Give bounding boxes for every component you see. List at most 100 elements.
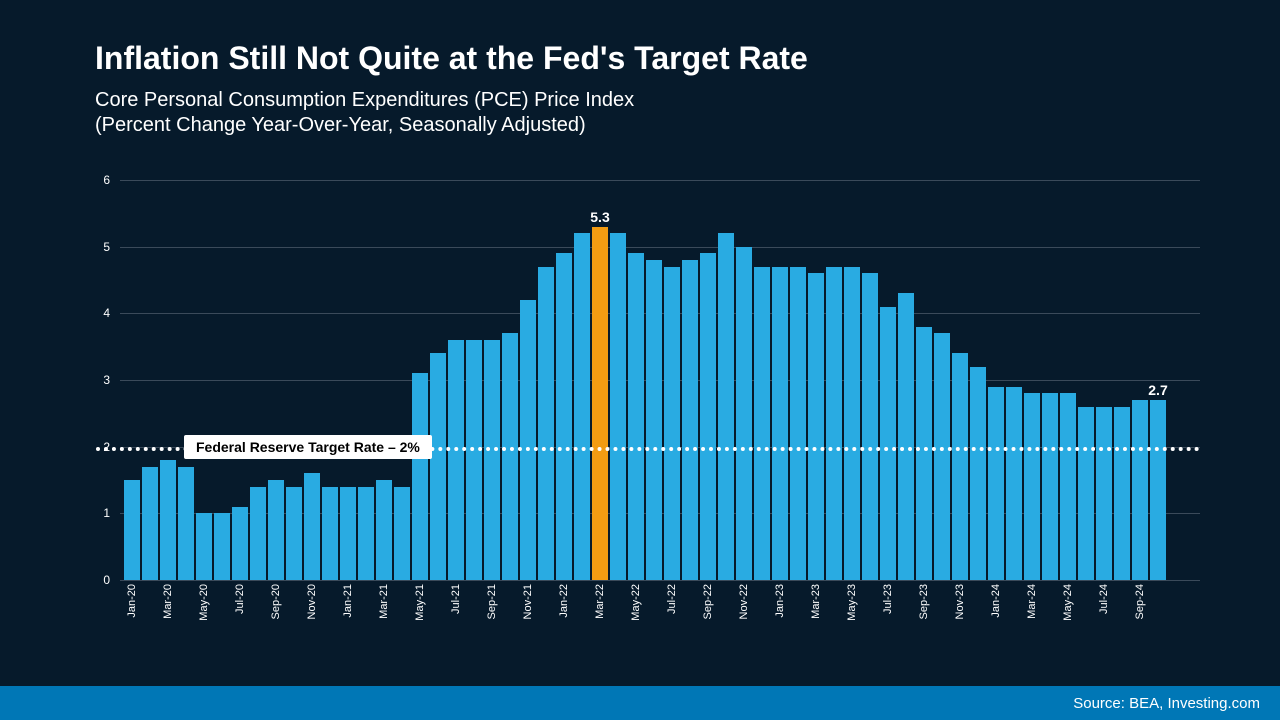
bar bbox=[412, 373, 428, 580]
bar bbox=[898, 293, 914, 580]
x-label-slot bbox=[358, 584, 374, 664]
bar bbox=[754, 267, 770, 580]
x-tick-label: Jul-20 bbox=[234, 584, 246, 614]
bar bbox=[700, 253, 716, 580]
x-label-slot bbox=[682, 584, 698, 664]
chart-subtitle: Core Personal Consumption Expenditures (… bbox=[95, 88, 634, 138]
bar bbox=[304, 473, 320, 580]
x-tick-label: Nov-22 bbox=[738, 584, 750, 619]
x-tick-label: May-21 bbox=[414, 584, 426, 621]
x-label-slot: Mar-20 bbox=[160, 584, 176, 664]
x-label-slot: May-21 bbox=[412, 584, 428, 664]
bar bbox=[718, 233, 734, 580]
x-label-slot: Mar-23 bbox=[808, 584, 824, 664]
x-label-slot: Jul-20 bbox=[232, 584, 248, 664]
bar bbox=[232, 507, 248, 580]
x-label-slot bbox=[826, 584, 842, 664]
bar bbox=[574, 233, 590, 580]
x-tick-label: Mar-20 bbox=[162, 584, 174, 619]
x-label-slot bbox=[934, 584, 950, 664]
bar bbox=[628, 253, 644, 580]
x-label-slot: Nov-20 bbox=[304, 584, 320, 664]
bar bbox=[538, 267, 554, 580]
x-label-slot bbox=[1078, 584, 1094, 664]
x-label-slot bbox=[790, 584, 806, 664]
bar bbox=[250, 487, 266, 580]
bar bbox=[376, 480, 392, 580]
x-label-slot bbox=[574, 584, 590, 664]
bar bbox=[790, 267, 806, 580]
x-tick-label: Jan-24 bbox=[990, 584, 1002, 618]
x-label-slot: Mar-21 bbox=[376, 584, 392, 664]
bar bbox=[502, 333, 518, 580]
x-label-slot bbox=[286, 584, 302, 664]
y-tick-label: 3 bbox=[80, 373, 110, 387]
x-label-slot: Nov-21 bbox=[520, 584, 536, 664]
x-tick-label: Mar-23 bbox=[810, 584, 822, 619]
bar bbox=[142, 467, 158, 580]
x-label-slot bbox=[538, 584, 554, 664]
bar bbox=[1114, 407, 1130, 580]
x-tick-label: Sep-22 bbox=[702, 584, 714, 619]
y-tick-label: 1 bbox=[80, 506, 110, 520]
x-label-slot bbox=[142, 584, 158, 664]
x-label-slot bbox=[898, 584, 914, 664]
bar bbox=[556, 253, 572, 580]
bar: 2.7 bbox=[1150, 400, 1166, 580]
bar bbox=[826, 267, 842, 580]
x-label-slot: Sep-23 bbox=[916, 584, 932, 664]
x-tick-label: Sep-23 bbox=[918, 584, 930, 619]
bar bbox=[520, 300, 536, 580]
x-label-slot: May-24 bbox=[1060, 584, 1076, 664]
x-label-slot: Nov-22 bbox=[736, 584, 752, 664]
y-tick-label: 6 bbox=[80, 173, 110, 187]
x-tick-label: May-24 bbox=[1062, 584, 1074, 621]
bar bbox=[610, 233, 626, 580]
bar-value-label: 2.7 bbox=[1148, 382, 1167, 398]
x-label-slot bbox=[1150, 584, 1166, 664]
bar bbox=[736, 247, 752, 580]
x-label-slot bbox=[178, 584, 194, 664]
x-label-slot: Mar-24 bbox=[1024, 584, 1040, 664]
bar bbox=[1132, 400, 1148, 580]
chart-title: Inflation Still Not Quite at the Fed's T… bbox=[95, 40, 808, 77]
x-tick-label: Jan-20 bbox=[126, 584, 138, 618]
x-label-slot bbox=[970, 584, 986, 664]
plot: 01234565.32.7Federal Reserve Target Rate… bbox=[120, 180, 1200, 580]
x-tick-label: Jan-23 bbox=[774, 584, 786, 618]
x-label-slot bbox=[646, 584, 662, 664]
bar bbox=[844, 267, 860, 580]
bar bbox=[124, 480, 140, 580]
y-tick-label: 4 bbox=[80, 306, 110, 320]
bar bbox=[952, 353, 968, 580]
x-label-slot: Jul-21 bbox=[448, 584, 464, 664]
x-label-slot bbox=[466, 584, 482, 664]
bar bbox=[772, 267, 788, 580]
bar bbox=[934, 333, 950, 580]
bar bbox=[322, 487, 338, 580]
x-label-slot bbox=[502, 584, 518, 664]
source-text: Source: BEA, Investing.com bbox=[1073, 695, 1260, 712]
x-label-slot: May-22 bbox=[628, 584, 644, 664]
x-label-slot: May-20 bbox=[196, 584, 212, 664]
bar bbox=[1042, 393, 1058, 580]
bar bbox=[268, 480, 284, 580]
bar bbox=[448, 340, 464, 580]
x-tick-label: Mar-22 bbox=[594, 584, 606, 619]
x-tick-label: May-22 bbox=[630, 584, 642, 621]
subtitle-line2: (Percent Change Year-Over-Year, Seasonal… bbox=[95, 113, 634, 138]
x-tick-label: Jul-23 bbox=[882, 584, 894, 614]
bar bbox=[484, 340, 500, 580]
x-label-slot: Sep-21 bbox=[484, 584, 500, 664]
x-label-slot bbox=[754, 584, 770, 664]
bar bbox=[178, 467, 194, 580]
bar bbox=[1024, 393, 1040, 580]
x-tick-label: Jan-22 bbox=[558, 584, 570, 618]
bar bbox=[340, 487, 356, 580]
x-label-slot bbox=[718, 584, 734, 664]
bar bbox=[988, 387, 1004, 580]
x-label-slot bbox=[610, 584, 626, 664]
chart-area: 01234565.32.7Federal Reserve Target Rate… bbox=[120, 180, 1200, 580]
x-label-slot: Nov-23 bbox=[952, 584, 968, 664]
bar bbox=[286, 487, 302, 580]
